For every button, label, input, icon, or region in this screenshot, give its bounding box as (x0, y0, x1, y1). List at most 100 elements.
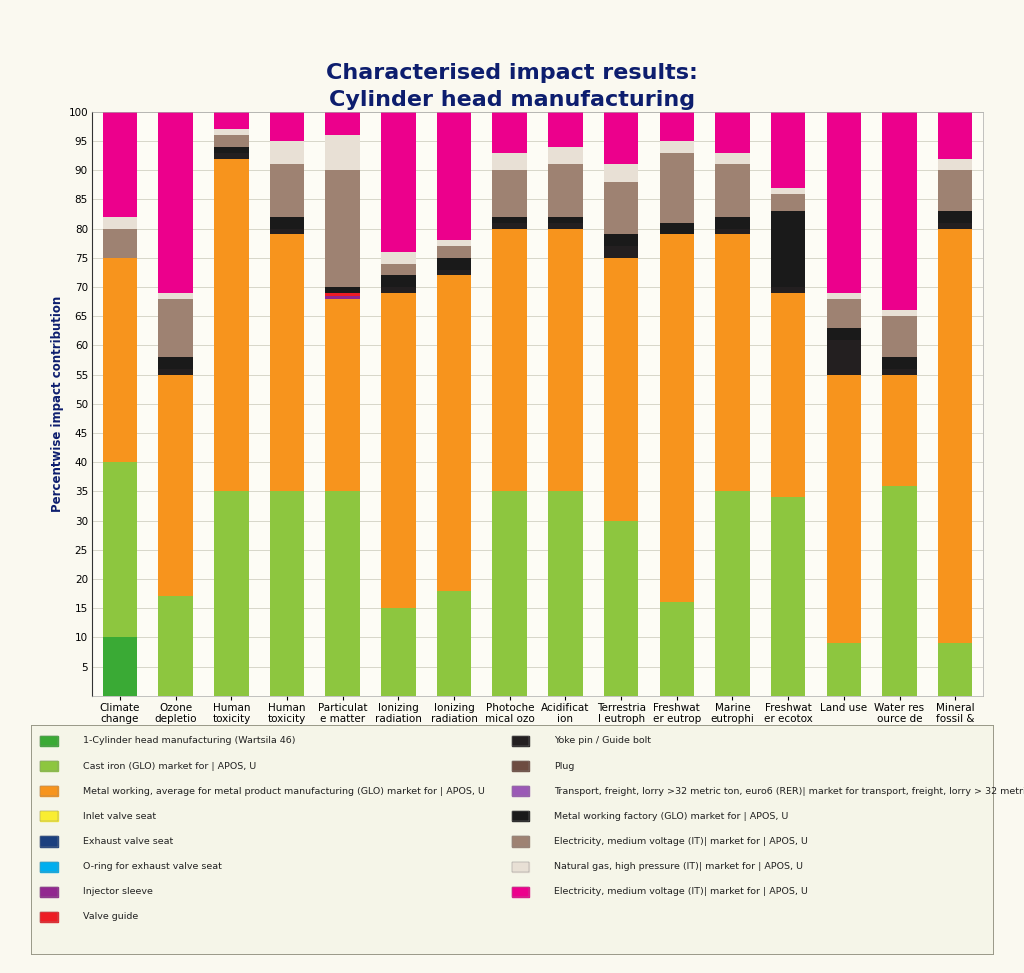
Text: O-ring for exhaust valve seat: O-ring for exhaust valve seat (83, 862, 221, 871)
Bar (493, 491, 527, 696)
Bar (493, 223, 527, 229)
Bar (548, 491, 583, 696)
Bar (659, 234, 694, 602)
Bar (826, 340, 861, 375)
Bar (326, 491, 360, 696)
Bar (40, 861, 57, 872)
Bar (883, 310, 916, 316)
Bar (40, 811, 57, 821)
Bar (437, 258, 471, 270)
Bar (938, 643, 973, 696)
Text: Characterised impact results:
Cylinder head manufacturing: Characterised impact results: Cylinder h… (326, 63, 698, 110)
Bar (269, 141, 304, 164)
Bar (826, 112, 861, 293)
Bar (771, 211, 806, 287)
Bar (381, 608, 416, 696)
Bar (102, 462, 137, 637)
Bar (604, 234, 638, 246)
Bar (826, 328, 861, 340)
Bar (326, 299, 360, 491)
Bar (159, 112, 193, 293)
Bar (883, 375, 916, 486)
Bar (269, 164, 304, 217)
Bar (715, 217, 750, 229)
Bar (40, 786, 57, 796)
Bar (493, 112, 527, 153)
Text: Cast iron (GLO) market for | APOS, U: Cast iron (GLO) market for | APOS, U (83, 762, 256, 771)
Bar (326, 293, 360, 296)
Bar (159, 293, 193, 299)
Bar (326, 112, 360, 135)
Bar (102, 637, 137, 696)
Text: Yoke pin / Guide bolt: Yoke pin / Guide bolt (554, 737, 651, 745)
Bar (512, 736, 529, 746)
Bar (883, 486, 916, 696)
Bar (40, 786, 57, 796)
Text: 1-Cylinder head manufacturing (Wartsila 46): 1-Cylinder head manufacturing (Wartsila … (83, 737, 295, 745)
Bar (512, 886, 529, 897)
Bar (269, 491, 304, 696)
Bar (771, 112, 806, 188)
Bar (269, 217, 304, 229)
Text: Plug: Plug (554, 762, 574, 771)
Bar (214, 129, 249, 135)
Bar (40, 761, 57, 772)
Bar (715, 164, 750, 217)
Bar (512, 811, 529, 821)
Bar (326, 296, 360, 299)
Bar (512, 837, 529, 847)
Bar (40, 837, 57, 847)
Bar (214, 491, 249, 696)
Bar (512, 811, 529, 821)
Bar (159, 596, 193, 696)
Text: Metal working factory (GLO) market for | APOS, U: Metal working factory (GLO) market for |… (554, 811, 788, 821)
Bar (512, 886, 529, 897)
Bar (102, 112, 137, 217)
Bar (938, 170, 973, 211)
Bar (493, 170, 527, 217)
Bar (604, 182, 638, 234)
Bar (326, 287, 360, 293)
Bar (883, 316, 916, 357)
Bar (548, 164, 583, 217)
Bar (40, 861, 57, 872)
Bar (604, 164, 638, 182)
Bar (214, 159, 249, 491)
Bar (771, 497, 806, 696)
Bar (269, 112, 304, 141)
Bar (883, 357, 916, 369)
Bar (214, 153, 249, 159)
Bar (604, 258, 638, 521)
Bar (40, 886, 57, 897)
Bar (437, 112, 471, 240)
Bar (512, 861, 529, 872)
Bar (548, 112, 583, 147)
Bar (715, 153, 750, 164)
Text: Natural gas, high pressure (IT)| market for | APOS, U: Natural gas, high pressure (IT)| market … (554, 862, 804, 871)
Bar (102, 217, 137, 229)
Bar (159, 369, 193, 375)
Bar (493, 153, 527, 170)
Bar (40, 736, 57, 746)
Bar (512, 786, 529, 796)
Text: Transport, freight, lorry >32 metric ton, euro6 (RER)| market for transport, fre: Transport, freight, lorry >32 metric ton… (554, 787, 1024, 796)
Text: Valve guide: Valve guide (83, 913, 138, 921)
Bar (826, 375, 861, 643)
Bar (715, 491, 750, 696)
Bar (659, 112, 694, 141)
Bar (659, 141, 694, 153)
Bar (437, 270, 471, 275)
Bar (326, 135, 360, 170)
Bar (381, 112, 416, 252)
Bar (102, 258, 137, 462)
X-axis label: Impact category: Impact category (468, 749, 607, 764)
Bar (938, 229, 973, 643)
Text: Metal working, average for metal product manufacturing (GLO) market for | APOS, : Metal working, average for metal product… (83, 787, 484, 796)
Bar (771, 293, 806, 497)
Bar (604, 112, 638, 164)
Bar (326, 170, 360, 287)
Bar (826, 299, 861, 328)
Bar (512, 761, 529, 772)
Bar (159, 299, 193, 357)
Bar (883, 369, 916, 375)
